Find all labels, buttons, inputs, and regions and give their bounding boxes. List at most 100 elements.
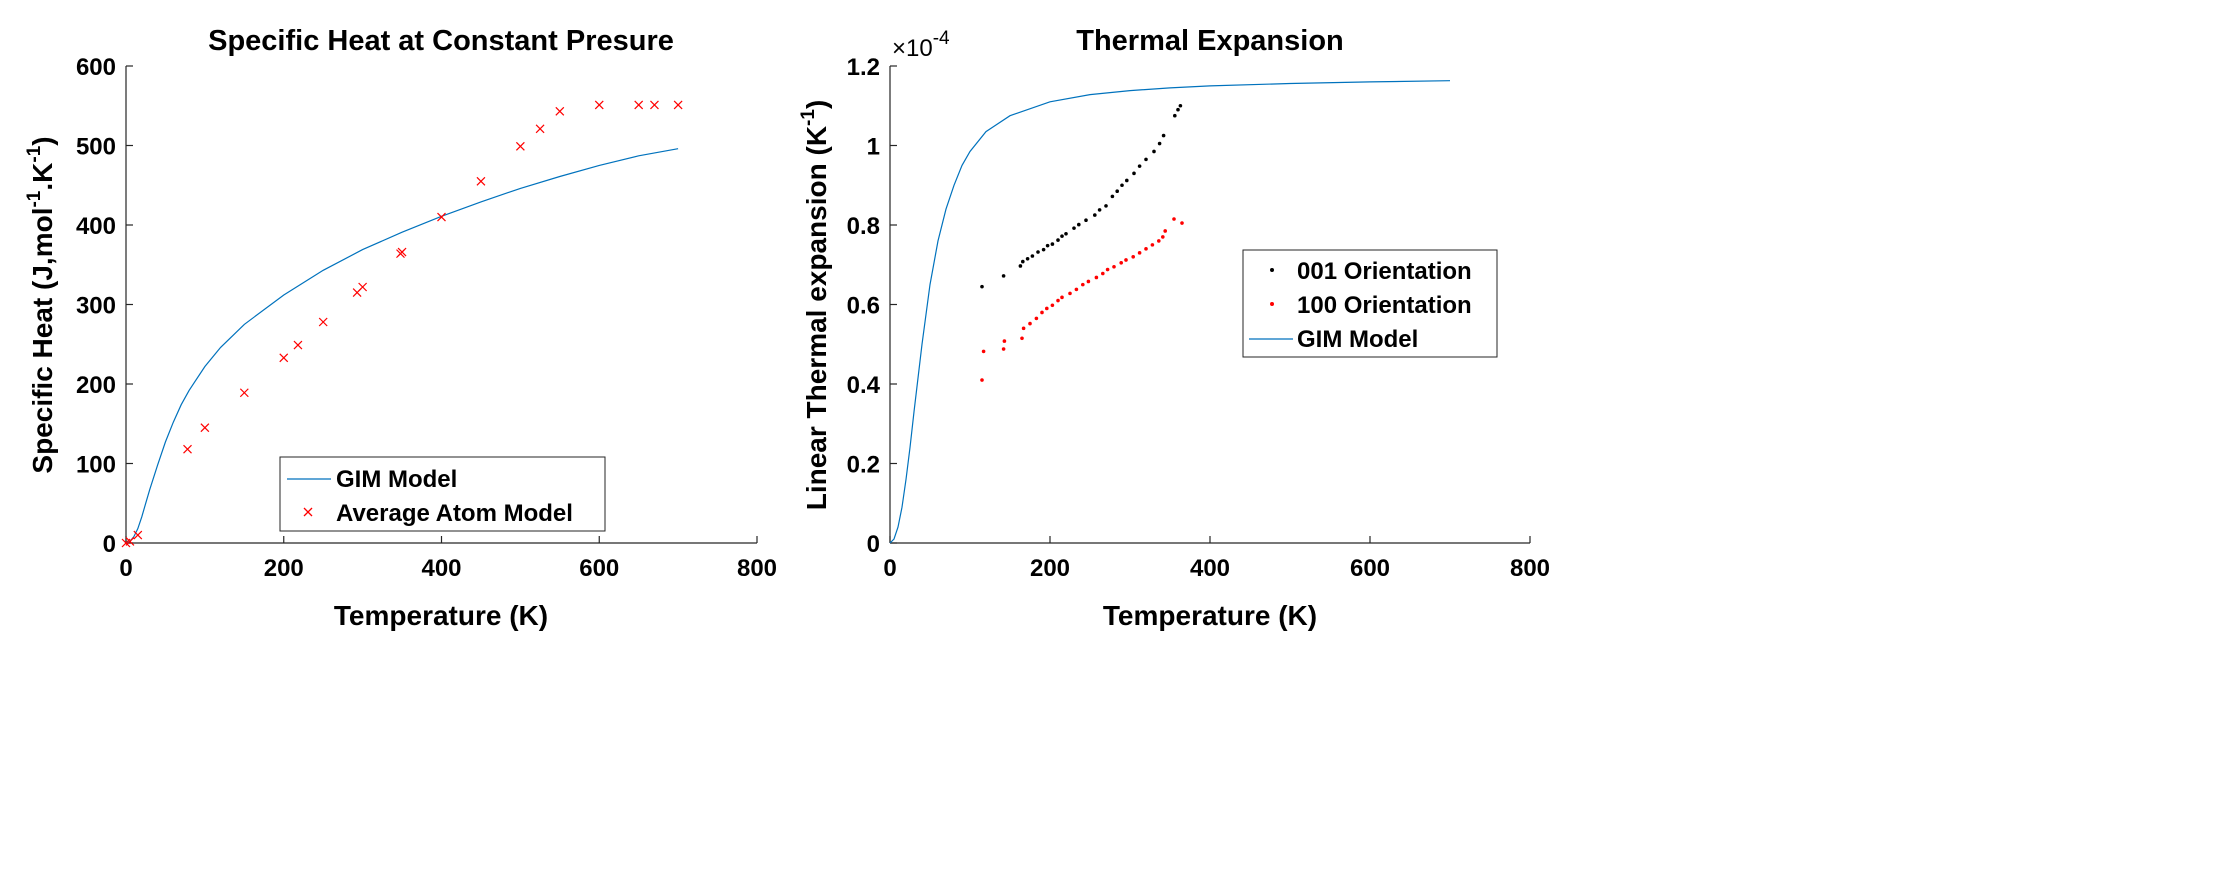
y-tick-label: 0.4: [847, 372, 881, 399]
data-point-001-orientation: [1041, 247, 1046, 252]
data-point-100-orientation: [1144, 247, 1148, 251]
legend-label-gim: GIM Model: [1297, 326, 1418, 353]
plot-area: 0 200 400 600 800 0 0.2 0.4 0.6 0.8 1 1.2: [847, 54, 1550, 582]
data-point-001-orientation: [980, 284, 984, 289]
data-point-average-atom-model: [476, 176, 486, 186]
x-tick-label: 0: [883, 555, 896, 582]
axis-exponent: ×10-4: [892, 28, 950, 62]
data-point-001-orientation: [1110, 194, 1115, 199]
data-point-001-orientation: [1084, 218, 1088, 223]
data-point-001-orientation: [1050, 242, 1055, 246]
data-point-100-orientation: [1150, 243, 1155, 247]
y-axis-label-end: ): [801, 100, 832, 109]
data-point-001-orientation: [1021, 259, 1025, 264]
data-point-100-orientation: [1060, 295, 1064, 300]
data-point-average-atom-model: [397, 247, 407, 257]
legend-label-001: 001 Orientation: [1297, 258, 1472, 285]
data-point-001-orientation: [1161, 133, 1166, 138]
data-point-001-orientation: [1093, 213, 1097, 217]
data-point-001-orientation: [1025, 256, 1030, 261]
data-point-001-orientation: [1018, 264, 1023, 268]
data-point-average-atom-model: [293, 340, 303, 350]
specific-heat-chart: Specific Heat at Constant Presure 0 200 40…: [24, 25, 777, 631]
legend-label-average-atom: Average Atom Model: [336, 500, 573, 527]
data-point-001-orientation: [1001, 274, 1006, 278]
data-point-average-atom-model: [437, 212, 446, 222]
data-point-100-orientation: [1094, 275, 1099, 280]
y-axis-label-main: Specific Heat (J,mol: [27, 208, 58, 474]
y-tick-label: 100: [76, 452, 116, 479]
data-point-100-orientation: [1112, 264, 1116, 269]
data-point-100-orientation: [1028, 321, 1032, 326]
data-point-100-orientation: [1001, 347, 1006, 351]
data-point-average-atom-model: [535, 124, 545, 134]
legend-label-gim: GIM Model: [336, 466, 457, 493]
x-tick-label: 400: [1190, 555, 1230, 582]
data-point-100-orientation: [1163, 229, 1167, 233]
y-tick-label: 500: [76, 134, 116, 161]
data-point-100-orientation: [1068, 291, 1072, 296]
data-point-average-atom-model: [673, 100, 683, 110]
data-point-100-orientation: [1056, 298, 1060, 303]
x-tick-label: 0: [119, 555, 132, 582]
figure: Specific Heat at Constant Presure 0 200 40…: [24, 25, 1550, 631]
y-axis-label-sup1: -1: [24, 190, 45, 207]
data-point-100-orientation: [1074, 287, 1079, 292]
y-axis-label: Specific Heat (J,mol-1.K-1): [24, 136, 58, 473]
data-point-001-orientation: [1137, 164, 1142, 168]
exponent-power: -4: [933, 28, 950, 49]
exponent-base: ×10: [892, 35, 933, 62]
series-line-gim-model: [889, 80, 1451, 544]
data-point-100-orientation: [1101, 271, 1105, 276]
data-point-average-atom-model: [125, 536, 135, 546]
x-tick-label: 400: [421, 555, 461, 582]
legend-label-100: 100 Orientation: [1297, 292, 1472, 319]
data-point-average-atom-model: [133, 530, 143, 540]
y-tick-label: 0.6: [847, 293, 880, 320]
data-point-100-orientation: [1131, 254, 1135, 259]
data-point-average-atom-model: [239, 388, 249, 398]
data-point-100-orientation: [1050, 303, 1055, 308]
y-tick-label: 1.2: [847, 54, 880, 81]
y-axis-label-mid: .K: [27, 163, 58, 191]
y-axis-label: Linear Thermal expansion (K-1): [798, 100, 832, 511]
data-point-100-orientation: [1034, 316, 1039, 321]
y-tick-label: 0: [867, 531, 880, 558]
data-point-average-atom-model: [594, 100, 604, 110]
data-point-100-orientation: [1002, 339, 1007, 343]
data-point-001-orientation: [1030, 254, 1035, 258]
data-point-001-orientation: [1115, 189, 1119, 194]
data-point-average-atom-model: [650, 100, 659, 110]
data-point-100-orientation: [1040, 310, 1044, 315]
y-tick-label: 400: [76, 213, 116, 240]
y-tick-label: 0.2: [847, 452, 880, 479]
data-point-100-orientation: [1045, 306, 1049, 311]
data-point-100-orientation: [1124, 258, 1128, 262]
plot-area: 0 200 400 600 800 0 100 200 300 400 500 600: [76, 54, 777, 582]
x-tick-label: 200: [264, 555, 304, 582]
data-point-100-orientation: [1105, 267, 1110, 272]
data-point-001-orientation: [1157, 141, 1162, 146]
data-point-100-orientation: [1081, 282, 1085, 287]
data-point-001-orientation: [1176, 107, 1180, 112]
data-point-001-orientation: [1060, 234, 1064, 238]
data-point-100-orientation: [980, 378, 984, 382]
legend-marker-average-atom: [303, 507, 313, 517]
data-point-100-orientation: [1161, 235, 1165, 239]
data-point-001-orientation: [1072, 226, 1076, 230]
data-point-001-orientation: [1104, 204, 1108, 208]
legend-marker-001: [1270, 268, 1274, 272]
data-point-average-atom-model: [634, 100, 644, 110]
data-point-100-orientation: [981, 349, 986, 354]
data-point-average-atom-model: [183, 444, 192, 454]
data-point-average-atom-model: [318, 317, 328, 327]
chart-title: Thermal Expansion: [1076, 25, 1344, 57]
data-point-001-orientation: [1152, 149, 1156, 154]
y-axis-label-main: Linear Thermal expansion (K: [801, 126, 832, 510]
legend: 001 Orientation 100 Orientation GIM Mode…: [1242, 249, 1498, 358]
x-tick-label: 200: [1030, 555, 1070, 582]
y-axis-label-sup2: -1: [24, 145, 45, 162]
y-tick-label: 0: [103, 531, 116, 558]
y-tick-label: 300: [76, 293, 116, 320]
data-point-average-atom-model: [515, 141, 525, 151]
